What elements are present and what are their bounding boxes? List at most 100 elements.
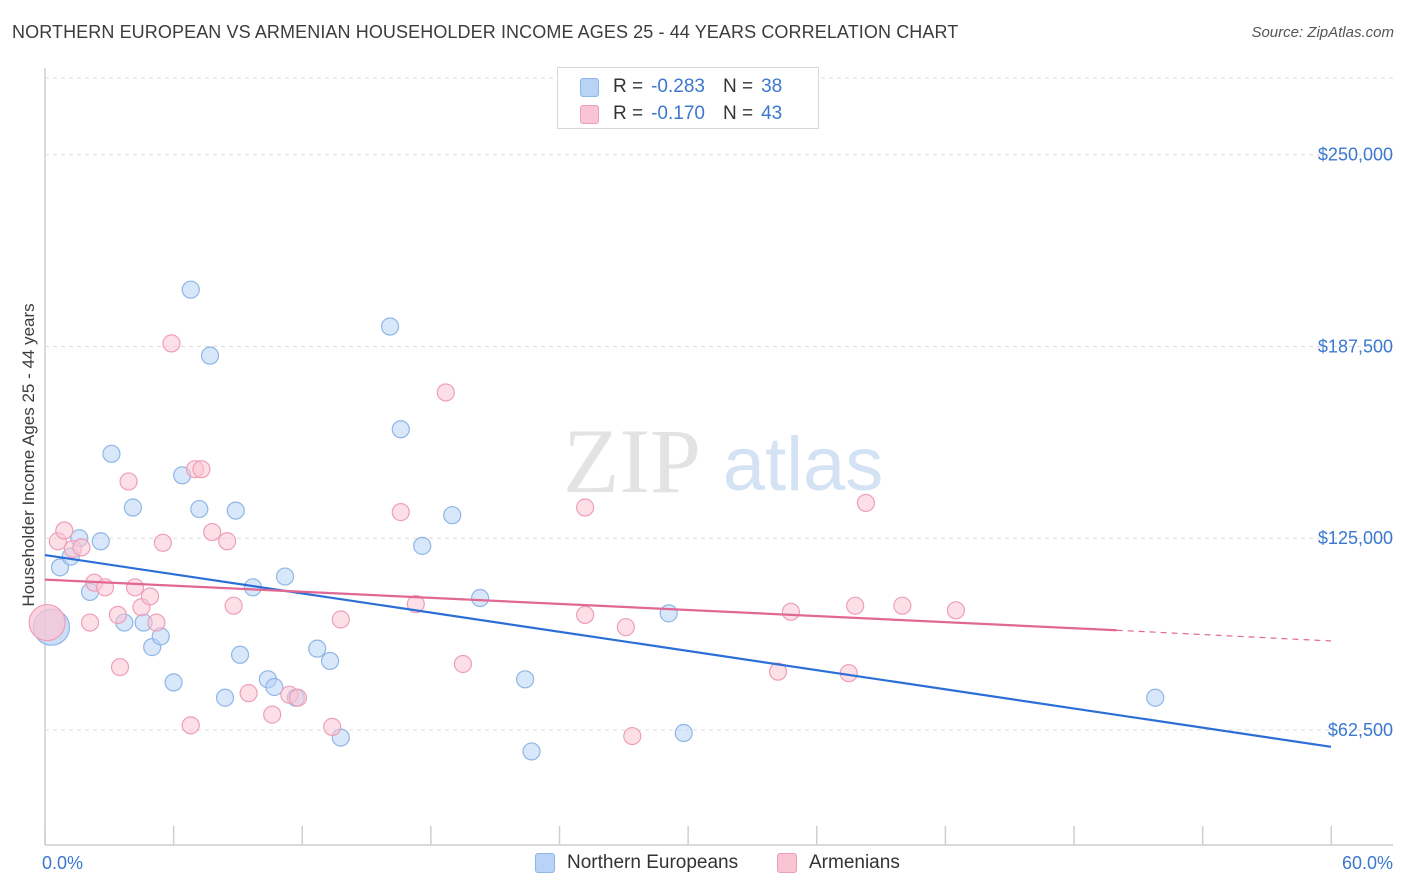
- trend-line-northern-europeans: [44, 553, 1332, 748]
- data-point-armenian[interactable]: [162, 334, 181, 353]
- legend-n-label: N =: [722, 76, 754, 97]
- data-point-armenian[interactable]: [323, 717, 342, 736]
- data-point-northern-european[interactable]: [516, 670, 535, 689]
- data-point-armenian[interactable]: [224, 596, 243, 615]
- data-point-armenian[interactable]: [288, 688, 308, 707]
- legend-n-value: 43: [761, 103, 783, 124]
- legend-swatch-blue: [535, 853, 555, 873]
- y-tick-label: $62,500: [1328, 720, 1393, 740]
- legend-swatch-pink: [580, 104, 599, 124]
- data-point-armenian[interactable]: [576, 498, 595, 517]
- data-point-northern-european[interactable]: [443, 506, 462, 525]
- data-point-northern-european[interactable]: [215, 688, 235, 707]
- legend-r-label: R =: [613, 76, 644, 97]
- legend-n-label: N =: [722, 103, 754, 124]
- x-tick-label-max: 60.0%: [1342, 853, 1393, 873]
- data-point-northern-european[interactable]: [123, 498, 142, 517]
- chart-title: NORTHERN EUROPEAN VS ARMENIAN HOUSEHOLDE…: [12, 22, 959, 42]
- data-point-armenian[interactable]: [856, 493, 875, 513]
- y-tick-label: $187,500: [1318, 336, 1393, 356]
- data-point-armenian[interactable]: [147, 613, 166, 632]
- data-point-northern-european[interactable]: [659, 604, 678, 623]
- data-point-armenian[interactable]: [181, 716, 200, 735]
- data-point-armenian[interactable]: [331, 610, 350, 629]
- legend-r-value: -0.283: [651, 76, 705, 97]
- axes: [44, 68, 1393, 846]
- data-point-armenian[interactable]: [119, 472, 138, 491]
- data-point-northern-european[interactable]: [275, 567, 295, 586]
- data-point-northern-european[interactable]: [102, 444, 121, 463]
- data-point-northern-european[interactable]: [320, 651, 340, 671]
- data-point-armenian[interactable]: [125, 578, 145, 597]
- legend-label: Northern Europeans: [567, 852, 739, 873]
- data-point-northern-european[interactable]: [522, 742, 541, 761]
- trend-lines: [44, 553, 1332, 748]
- gridlines: [45, 77, 1393, 731]
- data-point-armenian[interactable]: [946, 601, 966, 620]
- data-point-armenian[interactable]: [192, 460, 211, 479]
- data-point-armenian[interactable]: [893, 596, 912, 615]
- legend-n-value: 38: [761, 76, 783, 97]
- y-tick-labels: $62,500 $125,000 $187,500 $250,000: [1318, 145, 1393, 740]
- data-point-northern-european[interactable]: [308, 639, 327, 658]
- data-point-northern-european[interactable]: [380, 317, 400, 336]
- data-point-armenian[interactable]: [218, 532, 237, 551]
- data-point-armenian[interactable]: [80, 613, 100, 632]
- data-point-armenian[interactable]: [623, 726, 642, 746]
- data-point-armenian[interactable]: [140, 587, 160, 606]
- y-axis-label: Householder Income Ages 25 - 44 years: [19, 303, 38, 606]
- data-point-northern-european[interactable]: [265, 677, 284, 697]
- watermark-zip: ZIP: [563, 410, 701, 512]
- legend-swatch-pink: [777, 853, 797, 873]
- legend-row-armenians: R = -0.170 N = 43: [580, 100, 782, 128]
- series-armenians: [28, 334, 966, 746]
- source-credit: Source: ZipAtlas.com: [1251, 24, 1394, 41]
- data-point-northern-european[interactable]: [470, 588, 490, 608]
- data-point-northern-european[interactable]: [230, 645, 250, 664]
- data-point-armenian[interactable]: [153, 533, 172, 552]
- data-point-armenian[interactable]: [391, 503, 410, 522]
- data-point-armenian[interactable]: [616, 618, 635, 637]
- watermark-atlas: atlas: [723, 422, 884, 507]
- y-tick-label: $125,000: [1318, 528, 1393, 548]
- trend-line-armenians-extension: [1116, 629, 1332, 642]
- series-northern-europeans: [32, 280, 1165, 761]
- data-point-armenian[interactable]: [110, 657, 130, 677]
- data-point-armenian[interactable]: [263, 705, 282, 724]
- data-point-armenian[interactable]: [406, 595, 425, 614]
- legend-item-armenians[interactable]: Armenians: [777, 852, 900, 874]
- data-point-armenian[interactable]: [768, 662, 788, 681]
- data-point-northern-european[interactable]: [91, 532, 110, 551]
- legend-label: Armenians: [809, 852, 900, 873]
- data-point-northern-european[interactable]: [674, 723, 693, 743]
- legend-r-label: R =: [613, 103, 644, 124]
- data-point-northern-european[interactable]: [50, 558, 70, 577]
- data-point-armenian[interactable]: [72, 538, 91, 557]
- y-tick-label: $250,000: [1318, 145, 1393, 165]
- legend-item-northern-europeans[interactable]: Northern Europeans: [535, 852, 738, 874]
- data-point-armenian[interactable]: [28, 603, 66, 642]
- stats-legend: R = -0.283 N = 38 R = -0.170 N = 43: [557, 67, 819, 129]
- series-legend: Northern Europeans Armenians: [0, 852, 1406, 878]
- data-point-northern-european[interactable]: [181, 280, 200, 299]
- data-point-northern-european[interactable]: [391, 420, 410, 439]
- data-point-armenian[interactable]: [453, 654, 473, 674]
- data-point-northern-european[interactable]: [200, 346, 220, 365]
- data-point-armenian[interactable]: [436, 383, 455, 402]
- data-point-northern-european[interactable]: [164, 673, 183, 692]
- data-point-northern-european[interactable]: [226, 501, 245, 520]
- data-point-northern-european[interactable]: [413, 536, 432, 555]
- data-point-northern-european[interactable]: [190, 499, 209, 519]
- data-point-northern-european[interactable]: [1146, 688, 1165, 707]
- data-point-armenian[interactable]: [55, 521, 74, 540]
- data-point-armenian[interactable]: [239, 684, 258, 703]
- watermark: ZIP atlas: [563, 410, 883, 512]
- data-point-armenian[interactable]: [576, 605, 595, 625]
- data-point-armenian[interactable]: [846, 596, 865, 615]
- data-point-armenian[interactable]: [108, 605, 127, 625]
- data-point-armenian[interactable]: [203, 522, 222, 542]
- legend-row-northern-europeans: R = -0.283 N = 38: [580, 73, 782, 101]
- legend-r-value: -0.170: [651, 103, 705, 124]
- data-point-armenian[interactable]: [781, 602, 800, 621]
